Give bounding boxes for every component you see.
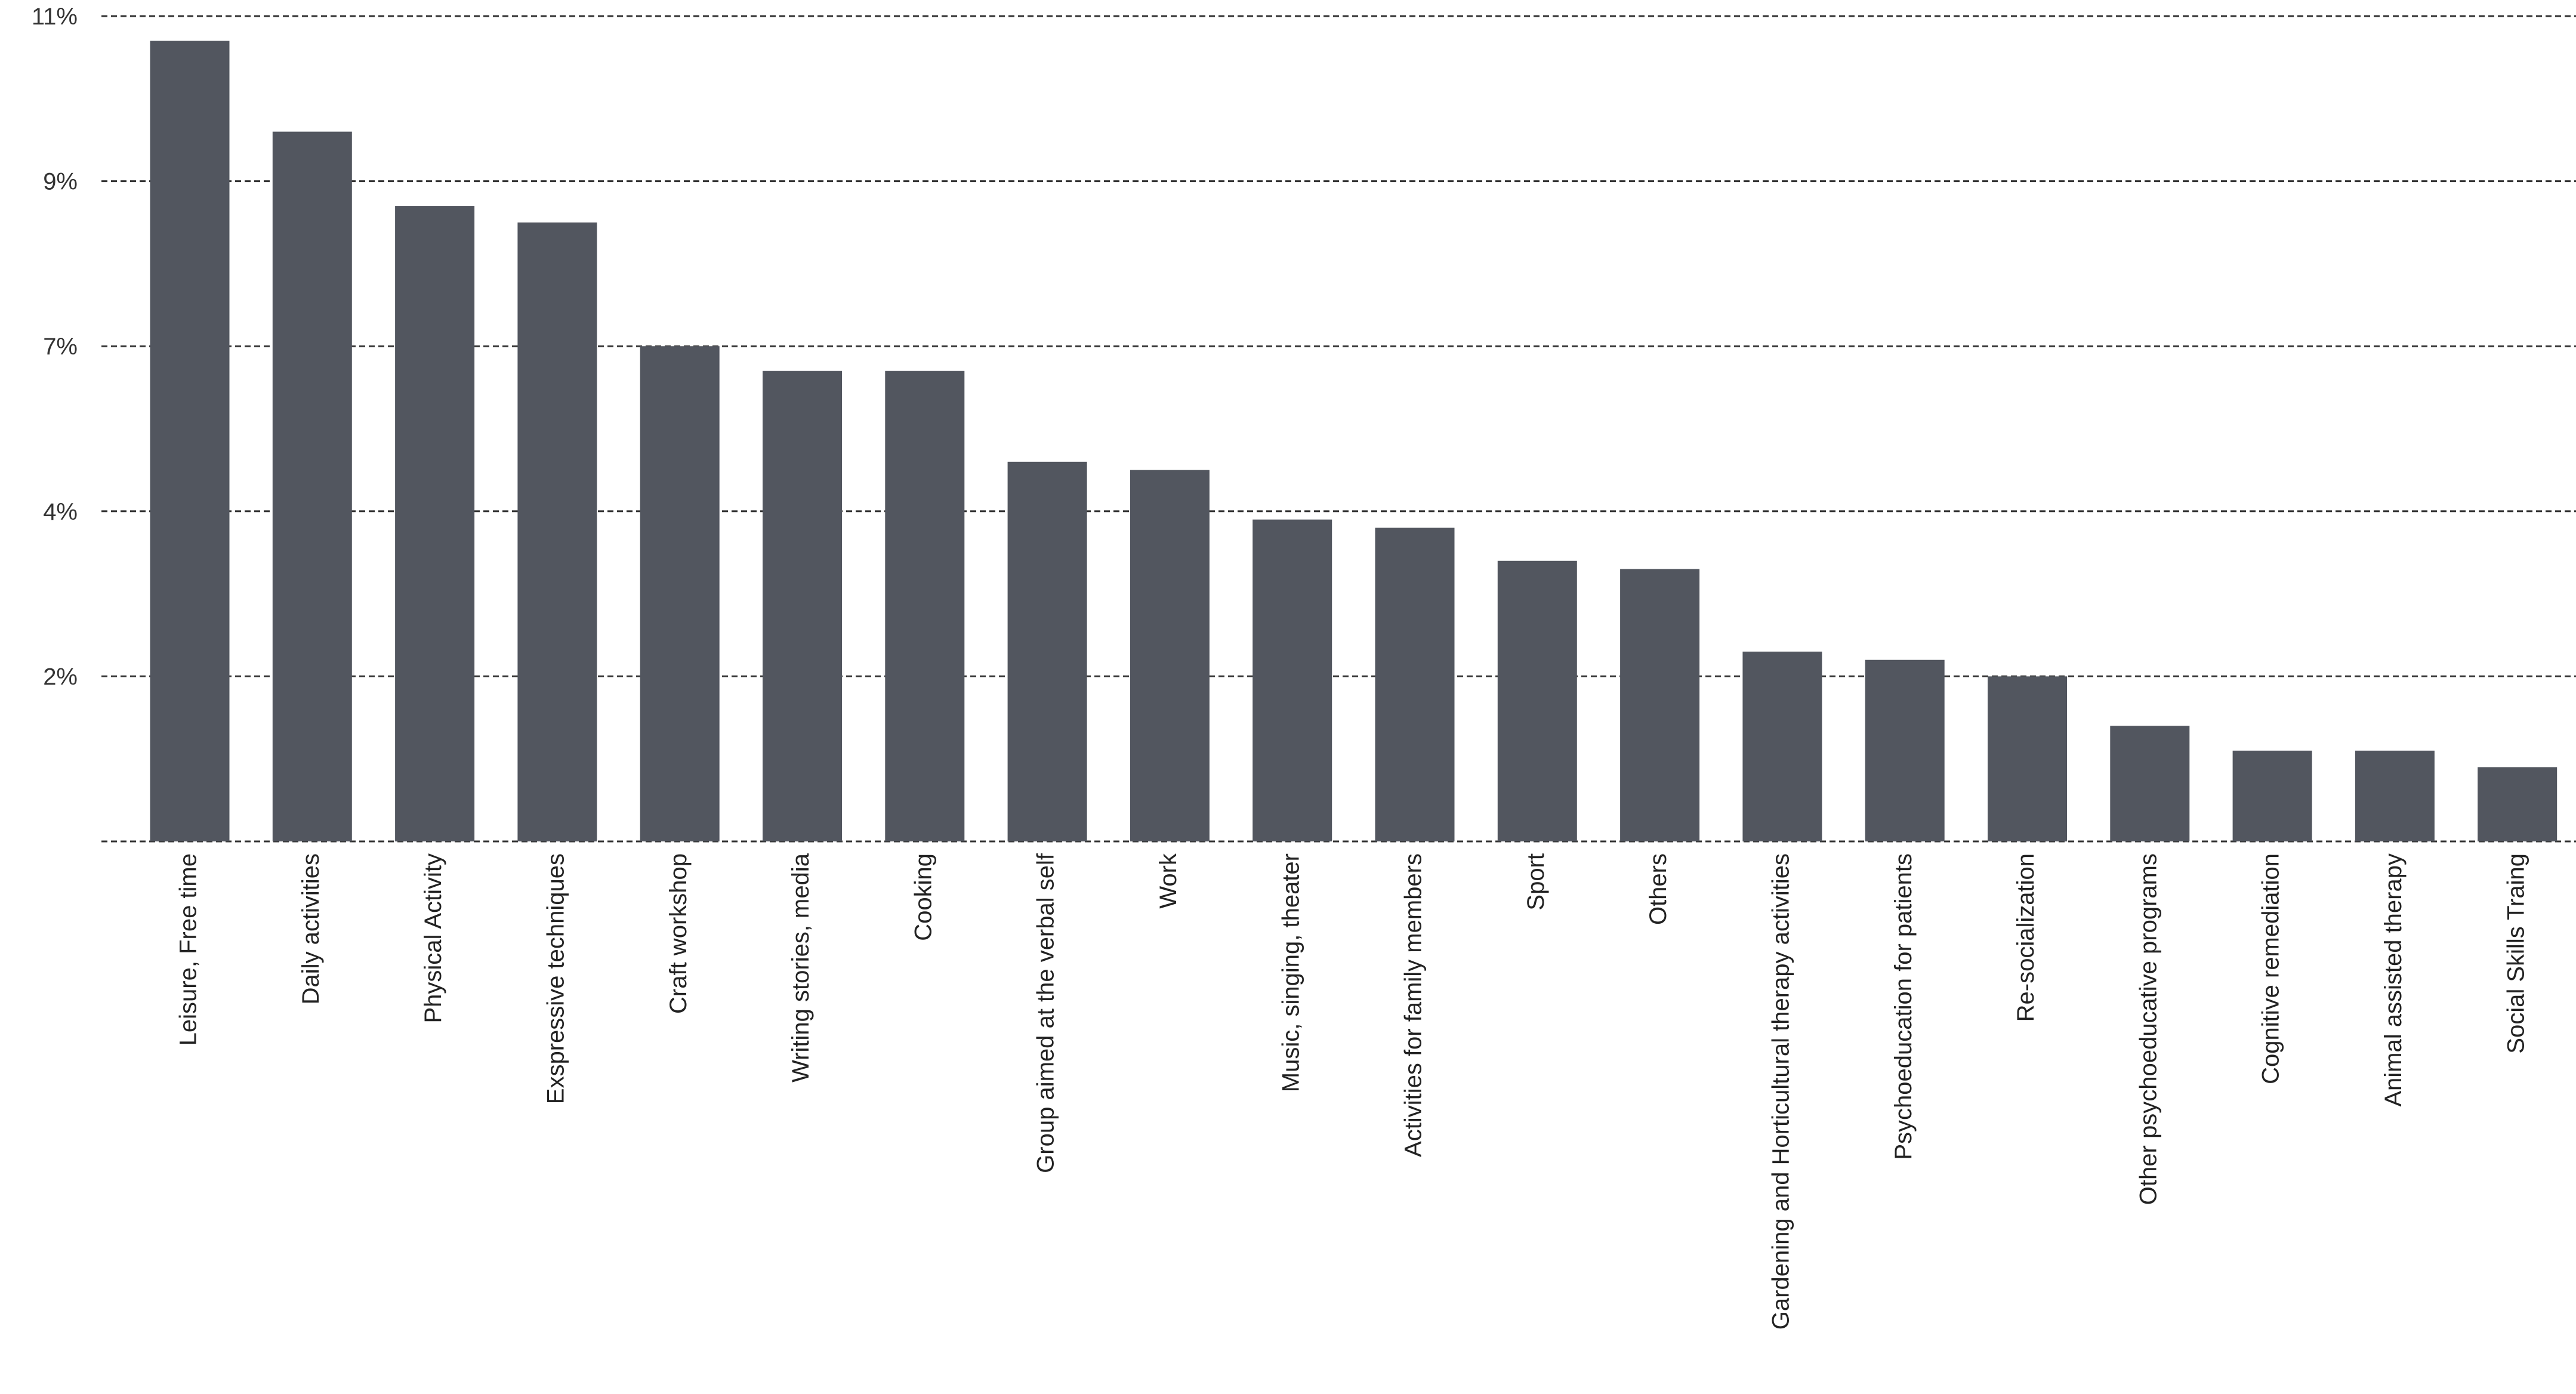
bar xyxy=(1375,528,1455,841)
bar xyxy=(150,41,230,842)
y-tick-label: 11% xyxy=(32,4,78,30)
category-label: Social Skills Traing xyxy=(2503,853,2529,1054)
bar xyxy=(517,222,597,841)
category-label: Psychoeducation for patients xyxy=(1890,853,1917,1160)
y-tick-label: 7% xyxy=(43,334,78,360)
bar xyxy=(1130,470,1210,841)
category-label: Cognitive remediation xyxy=(2258,853,2284,1084)
bar xyxy=(1742,651,1822,841)
bar xyxy=(885,371,965,841)
category-label: Activities for family members xyxy=(1400,853,1427,1157)
category-label: Craft workshop xyxy=(665,853,692,1014)
y-tick-label: 9% xyxy=(43,169,78,195)
category-label: Physical Activity xyxy=(420,853,446,1023)
bar xyxy=(2232,750,2312,841)
bar xyxy=(640,346,720,841)
category-label: Leisure, Free time xyxy=(175,853,202,1046)
category-label: Others xyxy=(1645,853,1671,925)
y-tick-label: 4% xyxy=(43,499,78,525)
category-label: Re-socialization xyxy=(2013,853,2039,1022)
bar xyxy=(1865,659,1945,841)
category-label: Cooking xyxy=(910,853,936,941)
category-label: Writing stories, media xyxy=(788,853,814,1082)
bar xyxy=(1252,519,1332,841)
gridlines xyxy=(101,15,2576,843)
category-label: Daily activities xyxy=(298,853,324,1004)
bar xyxy=(272,131,352,841)
category-label: Animal assisted therapy xyxy=(2380,853,2407,1107)
bar xyxy=(2355,750,2435,841)
bar xyxy=(1497,560,1577,841)
category-label: Other psychoeducative programs xyxy=(2135,853,2161,1205)
category-label: Exspressive techniques xyxy=(542,853,569,1104)
bar xyxy=(2110,726,2190,841)
category-label: Gardening and Horticultural therapy acti… xyxy=(1767,853,1794,1330)
category-label: Group aimed at the verbal self xyxy=(1033,853,1059,1173)
bar xyxy=(763,371,842,841)
category-label: Music, singing, theater xyxy=(1278,853,1304,1092)
bar xyxy=(1988,676,2067,841)
x-axis-category-labels: Leisure, Free time Daily activities Physic… xyxy=(175,853,2529,1330)
bar xyxy=(395,206,475,842)
y-axis-tick-labels: 11% 9% 7% 4% 2% xyxy=(32,4,78,690)
category-label: Work xyxy=(1155,853,1181,909)
bar xyxy=(1620,569,1700,841)
category-label: Sport xyxy=(1523,853,1549,911)
y-tick-label: 2% xyxy=(43,664,78,690)
bar xyxy=(2478,767,2558,841)
bar xyxy=(1007,461,1087,841)
bars xyxy=(150,41,2558,842)
